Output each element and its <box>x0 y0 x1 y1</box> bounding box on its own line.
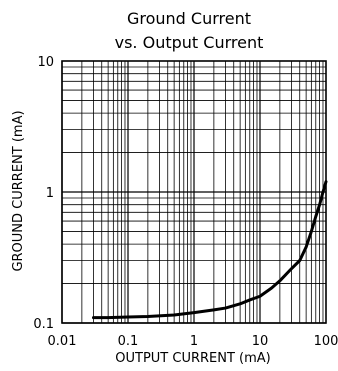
chart-title: Ground Current <box>127 9 251 28</box>
plot-frame <box>61 60 327 324</box>
x-tick-label: 1 <box>190 334 198 349</box>
y-axis-label: GROUND CURRENT (mA) <box>11 110 26 271</box>
tick-labels: 0.01 0.1 1 10 100 0.1 1 10 <box>33 55 338 349</box>
x-tick-label: 10 <box>252 334 269 349</box>
x-tick-label: 0.01 <box>48 334 77 349</box>
grid-lines <box>61 61 326 324</box>
y-tick-label: 10 <box>37 55 54 70</box>
y-tick-label: 0.1 <box>33 317 54 332</box>
x-axis-label: OUTPUT CURRENT (mA) <box>115 351 271 366</box>
y-tick-label: 1 <box>46 186 54 201</box>
chart-subtitle: vs. Output Current <box>115 33 264 52</box>
x-tick-label: 0.1 <box>118 334 139 349</box>
series-layer <box>91 180 328 320</box>
x-tick-label: 100 <box>314 334 338 349</box>
series-line-0 <box>91 180 328 320</box>
